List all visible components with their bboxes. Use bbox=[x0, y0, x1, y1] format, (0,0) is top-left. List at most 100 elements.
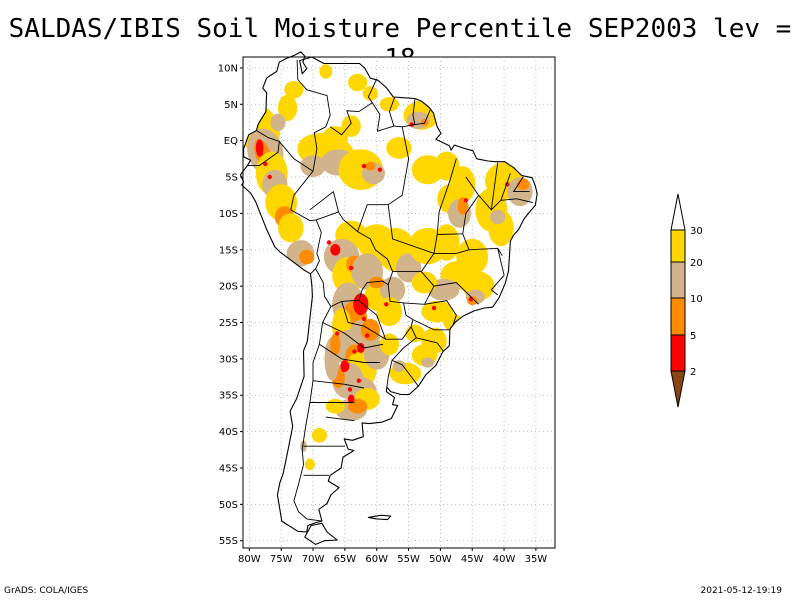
border-line bbox=[309, 190, 339, 213]
footer-timestamp: 2021-05-12-19:19 bbox=[700, 586, 783, 596]
percentile-patch bbox=[319, 64, 333, 79]
border-line bbox=[322, 322, 384, 349]
percentile-patch bbox=[322, 126, 348, 148]
percentile-patch bbox=[421, 357, 435, 368]
border-line bbox=[412, 319, 450, 331]
border-line bbox=[247, 130, 280, 166]
percentile-speck bbox=[468, 297, 474, 302]
lat-tick-label: 10S bbox=[219, 209, 238, 220]
lon-tick-label: 60W bbox=[365, 554, 388, 565]
border-line bbox=[414, 109, 431, 126]
border-line bbox=[386, 360, 393, 388]
percentile-patch bbox=[330, 333, 341, 356]
percentile-speck bbox=[361, 163, 367, 169]
border-line bbox=[490, 248, 505, 296]
colorbar-tick-label: 2 bbox=[690, 367, 696, 378]
lon-tick-label: 50W bbox=[429, 554, 452, 565]
latitude-labels: 10N 5N EQ 5S 10S 15S 20S 25S 30S 35S 40S 45S 50S 55S bbox=[218, 63, 243, 547]
percentile-patch bbox=[365, 161, 376, 171]
percentile-speck bbox=[356, 378, 362, 383]
lat-tick-label: 35S bbox=[219, 391, 238, 402]
border-line bbox=[319, 343, 380, 363]
border-line bbox=[296, 59, 331, 127]
lat-tick-label: 15S bbox=[219, 245, 238, 256]
colorbar-tick-label: 30 bbox=[690, 226, 703, 237]
percentile-speck bbox=[349, 265, 354, 271]
border-line bbox=[358, 271, 394, 301]
border-line bbox=[290, 170, 317, 222]
lon-tick-label: 55W bbox=[397, 554, 420, 565]
percentile-patch bbox=[348, 394, 355, 404]
border-line bbox=[278, 141, 314, 172]
colorbar-segment bbox=[670, 334, 686, 372]
border-line bbox=[358, 284, 414, 340]
percentile-speck bbox=[431, 305, 437, 311]
percentile-patch bbox=[357, 342, 365, 354]
percentile-patch bbox=[270, 113, 286, 132]
percentile-speck bbox=[352, 349, 357, 354]
percentile-patch bbox=[325, 398, 345, 414]
border-line bbox=[312, 126, 327, 172]
colorbar-tick-label: 5 bbox=[690, 331, 696, 342]
lon-tick-label: 35W bbox=[525, 554, 548, 565]
border-line bbox=[310, 219, 322, 275]
border-line bbox=[293, 306, 332, 522]
border-line bbox=[312, 380, 365, 389]
border-line bbox=[341, 301, 386, 340]
border-line bbox=[416, 337, 444, 352]
percentile-patch bbox=[369, 276, 385, 289]
percentile-speck bbox=[365, 333, 370, 338]
coastline-path bbox=[367, 514, 392, 521]
border-line bbox=[424, 300, 457, 325]
percentile-speck bbox=[463, 198, 469, 203]
colorbar-legend: 30 20 10 5 2 bbox=[670, 193, 703, 408]
lat-tick-label: 45S bbox=[219, 463, 238, 474]
country-borders bbox=[247, 59, 533, 522]
percentile-patch bbox=[304, 458, 315, 471]
lon-tick-label: 70W bbox=[302, 554, 325, 565]
percentile-patch bbox=[353, 293, 369, 316]
percentile-patch bbox=[379, 97, 399, 112]
lon-tick-label: 80W bbox=[238, 554, 261, 565]
lat-tick-label: 55S bbox=[219, 536, 238, 547]
percentile-patch bbox=[411, 271, 438, 294]
coastline-path bbox=[239, 51, 538, 533]
lon-tick-label: 65W bbox=[334, 554, 357, 565]
border-line bbox=[329, 78, 378, 136]
percentile-patch bbox=[434, 224, 460, 261]
percentile-patch bbox=[299, 249, 315, 265]
lat-tick-label: 50S bbox=[219, 500, 238, 511]
percentile-speck bbox=[361, 316, 367, 322]
border-line bbox=[391, 326, 417, 361]
plot-title: SALDAS/IBIS Soil Moisture Percentile SEP… bbox=[8, 14, 792, 74]
percentile-speck bbox=[355, 305, 360, 311]
border-line bbox=[500, 173, 511, 201]
border-line bbox=[325, 416, 355, 422]
lat-tick-label: 25S bbox=[219, 318, 238, 329]
percentile-patch bbox=[278, 213, 304, 243]
percentile-speck bbox=[258, 151, 263, 156]
colorbar-segment bbox=[670, 261, 686, 299]
colorbar-tick-label: 10 bbox=[690, 294, 703, 305]
coastline-path bbox=[304, 522, 338, 545]
footer-credit: GrADS: COLA/IGES bbox=[4, 586, 89, 596]
percentile-patch bbox=[395, 253, 422, 283]
border-line bbox=[371, 97, 395, 132]
longitude-labels: 80W 75W 70W 65W 60W 55W 50W 45W 40W 35W bbox=[238, 548, 547, 565]
percentile-patch bbox=[405, 324, 425, 343]
percentile-patch bbox=[311, 428, 327, 443]
lon-tick-label: 40W bbox=[493, 554, 516, 565]
percentile-patch bbox=[348, 73, 368, 92]
border-line bbox=[490, 198, 533, 211]
border-line bbox=[434, 249, 470, 254]
lat-tick-label: 20S bbox=[219, 282, 238, 293]
lat-tick-label: EQ bbox=[224, 136, 238, 147]
percentile-patch bbox=[421, 300, 454, 323]
percentile-speck bbox=[347, 387, 353, 392]
percentile-patch bbox=[490, 209, 506, 225]
percentile-patch bbox=[284, 81, 304, 99]
colorbar-tick-label: 20 bbox=[690, 258, 703, 269]
lat-tick-label: 30S bbox=[219, 354, 238, 365]
lat-tick-label: 5N bbox=[224, 100, 238, 111]
border-line bbox=[462, 233, 503, 256]
